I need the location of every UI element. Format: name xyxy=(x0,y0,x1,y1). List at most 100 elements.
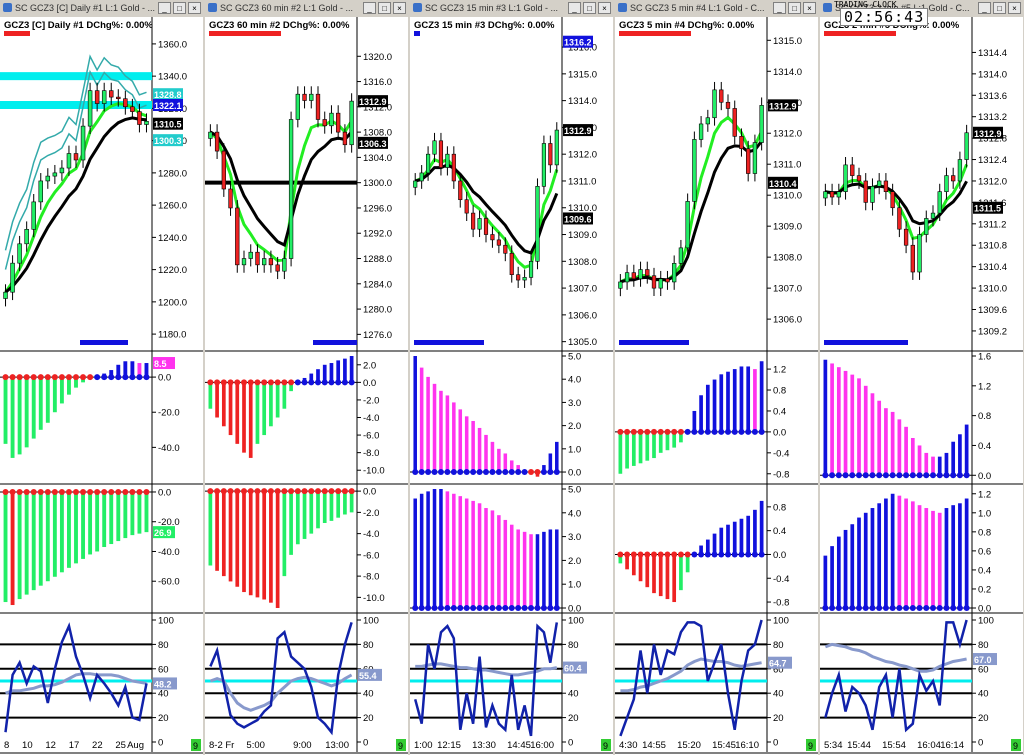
chart-canvas[interactable]: GCZ3 [C] Daily #1 DChg%: 0.00%1180.01200… xyxy=(0,17,203,755)
minimize-button[interactable]: _ xyxy=(363,2,376,14)
chart-window-1[interactable]: SC GCZ3 [C] Daily #1 L:1 Gold - ... _ □ × GC… xyxy=(0,0,203,755)
minimize-button[interactable]: _ xyxy=(568,2,581,14)
price-label-box xyxy=(358,95,388,108)
stoch-label-box xyxy=(563,661,587,674)
minimize-button[interactable]: _ xyxy=(978,2,991,14)
candle-up xyxy=(24,229,29,245)
close-button[interactable]: × xyxy=(598,2,611,14)
window-titlebar[interactable]: SC GCZ3 5 min #4 L:1 Gold - C... _ □ × xyxy=(615,0,818,18)
histogram-bar xyxy=(712,379,717,432)
zero-dot xyxy=(23,488,30,495)
candle-down xyxy=(548,143,553,166)
signal-bar xyxy=(824,340,908,345)
osc-tick-label: 1.2 xyxy=(978,489,991,500)
close-button[interactable]: × xyxy=(188,2,201,14)
zero-dot xyxy=(274,488,281,495)
maximize-button[interactable]: □ xyxy=(173,2,186,14)
zero-dot xyxy=(37,374,44,381)
chart-canvas[interactable]: GCZ3 15 min #3 DChg%: 0.00% 1305.0 1306.0 1… xyxy=(410,17,613,755)
zero-dot xyxy=(671,428,678,435)
chart-window-4[interactable]: SC GCZ3 5 min #4 L:1 Gold - C... _ □ × GCZ3 … xyxy=(615,0,818,755)
zero-dot xyxy=(412,469,419,476)
zero-dot xyxy=(956,605,963,611)
histogram-bar xyxy=(850,524,855,608)
zero-dot xyxy=(261,379,268,386)
histogram-bar xyxy=(672,554,677,603)
histogram-bar xyxy=(275,491,280,608)
ema-fast-line xyxy=(824,163,968,241)
candle xyxy=(101,82,107,112)
zero-dot xyxy=(876,605,883,611)
window-titlebar[interactable]: SC GCZ3 15 min #3 L:1 Gold - ... _ □ × xyxy=(410,0,613,18)
x-tick-label: 1:00 xyxy=(414,740,433,751)
candle xyxy=(483,210,489,243)
candle xyxy=(924,210,929,243)
zero-dot xyxy=(882,605,889,611)
zero-dot xyxy=(738,551,745,558)
histogram-bar xyxy=(672,431,677,448)
osc-tick-label: 2.0 xyxy=(363,360,376,371)
window-titlebar[interactable]: SC GCZ3 [C] Daily #1 L:1 Gold - ... _ □ × xyxy=(0,0,203,18)
candle xyxy=(413,173,418,196)
candle xyxy=(516,266,521,288)
window-titlebar[interactable]: SC GCZ3 60 min #2 L:1 Gold - ... _ □ × xyxy=(205,0,408,18)
histogram-bar xyxy=(484,508,488,608)
price-tick-label: 1311.2 xyxy=(978,219,1006,230)
chart-window-2[interactable]: SC GCZ3 60 min #2 L:1 Gold - ... _ □ × GCZ3 … xyxy=(205,0,408,755)
maximize-button[interactable]: □ xyxy=(788,2,801,14)
price-label: 1310.5 xyxy=(153,117,183,130)
maximize-button[interactable]: □ xyxy=(993,2,1006,14)
chart-canvas[interactable]: GCZ3 5 min #4 DChg%: 0.00% 1306.0 1307.0 13… xyxy=(615,17,818,755)
stoch-tick-label: 40 xyxy=(978,689,989,700)
candle-down xyxy=(739,136,744,150)
minimize-button[interactable]: _ xyxy=(773,2,786,14)
cyan-band xyxy=(0,101,152,110)
stoch-tick-label: 20 xyxy=(158,713,169,724)
histogram-bar xyxy=(917,505,922,608)
osc-tick-label: 3.0 xyxy=(568,532,581,543)
candle xyxy=(725,94,731,117)
zero-dot xyxy=(87,488,94,495)
histogram-bar xyxy=(426,376,430,473)
maximize-button[interactable]: □ xyxy=(378,2,391,14)
status-indicator xyxy=(806,739,816,751)
chart-canvas[interactable]: GCZ3 2 min #5 DChg%: 0.00%1309.21309.613… xyxy=(820,17,1023,755)
zero-dot xyxy=(463,469,470,476)
close-button[interactable]: × xyxy=(803,2,816,14)
zero-dot xyxy=(44,488,51,495)
histogram-bar xyxy=(329,363,334,383)
candle-up xyxy=(535,186,540,262)
price-tick-label: 1312.8 xyxy=(978,134,1007,145)
candle-up xyxy=(522,277,527,281)
zero-dot xyxy=(751,428,758,435)
zero-dot xyxy=(115,488,122,495)
ema-slow-line xyxy=(620,140,763,284)
chart-title: GCZ3 5 min #4 DChg%: 0.00% xyxy=(619,20,755,31)
chart-canvas[interactable]: GCZ3 60 min #2 DChg%: 0.00% 1276.0 1280.0 1… xyxy=(205,17,408,755)
histogram-bar xyxy=(45,491,50,582)
price-label-box xyxy=(153,99,183,112)
histogram-bar xyxy=(665,431,670,451)
close-button[interactable]: × xyxy=(393,2,406,14)
maximize-button[interactable]: □ xyxy=(583,2,596,14)
candle-up xyxy=(309,93,314,101)
zero-dot xyxy=(65,374,72,381)
close-button[interactable]: × xyxy=(1008,2,1021,14)
stoch-label-text: 67.0 xyxy=(974,655,992,665)
candle xyxy=(451,146,456,189)
histogram-bar xyxy=(937,456,942,476)
x-tick-label: Aug xyxy=(127,740,144,751)
osc-tick-label: -6.0 xyxy=(363,550,379,561)
x-tick-label: 12:15 xyxy=(437,740,461,751)
candle xyxy=(883,173,889,200)
app-icon xyxy=(413,3,422,12)
chart-window-5[interactable]: SC GCZ3 2 min #5 L:1 Gold - C..._□×GCZ3 … xyxy=(820,0,1023,755)
candle xyxy=(116,89,121,107)
candle xyxy=(73,145,79,168)
minimize-button[interactable]: _ xyxy=(158,2,171,14)
chart-window-3[interactable]: SC GCZ3 15 min #3 L:1 Gold - ... _ □ × GCZ3 … xyxy=(410,0,613,755)
zero-dot xyxy=(495,605,502,611)
zero-dot xyxy=(489,469,496,476)
candle xyxy=(31,193,36,238)
histogram-bar xyxy=(548,453,553,473)
